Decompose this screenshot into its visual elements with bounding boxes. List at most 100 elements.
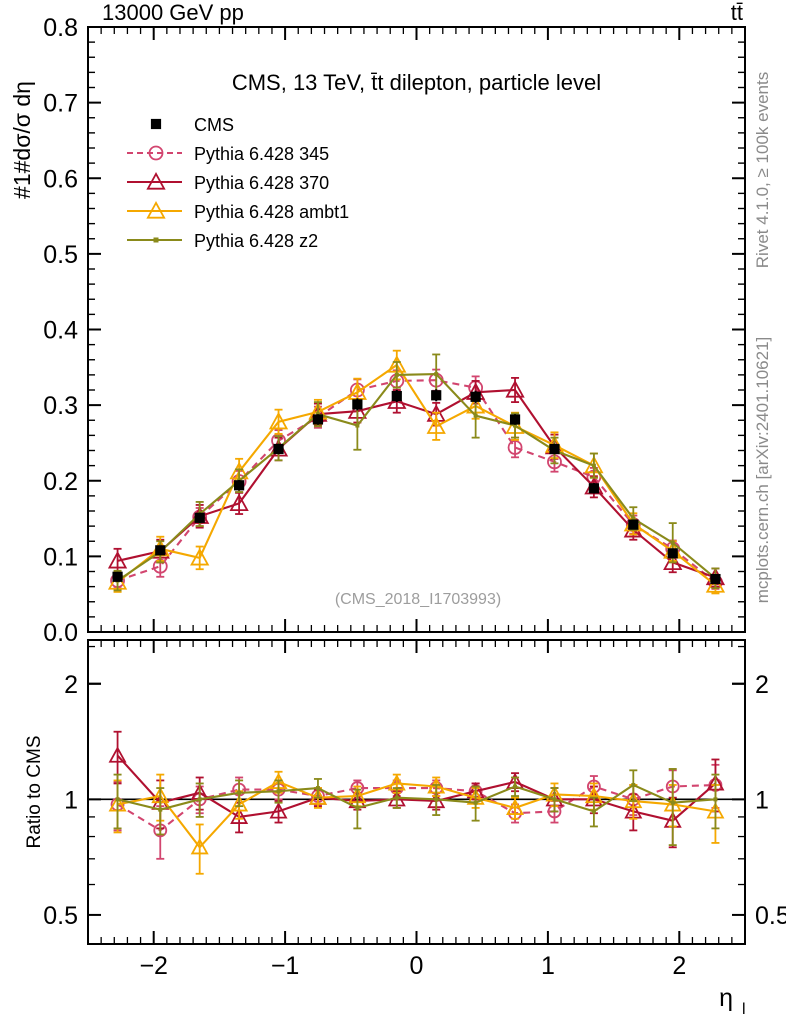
main-y-tick-label: 0.5 (43, 241, 78, 269)
x-tick-label: 0 (410, 952, 424, 980)
data-marker-dot (394, 795, 399, 800)
data-marker-triangle (229, 493, 249, 512)
ratio-y-tick-label-right: 2 (755, 671, 769, 699)
data-marker-circle (507, 440, 523, 455)
x-axis-label-subscript: l (742, 1001, 746, 1018)
legend-label: Pythia 6.428 370 (194, 173, 329, 193)
data-marker-triangle (505, 380, 525, 398)
series-line (116, 754, 717, 822)
ratio-y-tick-label: 1 (64, 786, 78, 814)
ratio-y-axis-label: Ratio to CMS (24, 736, 45, 849)
data-marker-triangle (663, 552, 683, 570)
legend-label: Pythia 6.428 ambt1 (194, 202, 349, 222)
header-process-label: tt̄ (731, 0, 743, 25)
legend-marker-triangle (146, 172, 166, 190)
series-pythia-6-428-ambt1 (107, 349, 726, 595)
main-y-tick-label: 0.0 (43, 619, 78, 647)
data-marker-dot (237, 790, 242, 795)
main-y-tick-label: 0.1 (43, 543, 78, 571)
analysis-watermark: (CMS_2018_I1703993) (335, 591, 501, 608)
x-tick-label: −2 (139, 952, 168, 980)
data-marker-dot (552, 797, 557, 802)
data-marker-square (710, 573, 721, 585)
data-marker-dot (158, 807, 163, 812)
data-marker-dot (394, 372, 399, 377)
x-tick-label: −1 (271, 952, 300, 980)
series-line (117, 379, 717, 583)
data-marker-square (628, 519, 639, 530)
data-marker-square (112, 571, 123, 582)
data-marker-square (194, 512, 205, 523)
x-tick-label: 1 (541, 952, 555, 980)
main-y-tick-label: 0.2 (43, 468, 78, 496)
ratio-y-tick-label-right: 0.5 (755, 902, 786, 930)
series-line (117, 388, 716, 579)
data-marker-square (155, 545, 166, 556)
side-label-mcplots: mcplots.cern.ch [arXiv:2401.10621] (753, 337, 772, 603)
data-marker-square (234, 480, 245, 491)
side-label-rivet: Rivet 4.1.0, ≥ 100k events (753, 72, 772, 268)
series-pythia-6-428-z2 (113, 353, 720, 592)
ratio-y-tick-label-right: 1 (755, 786, 769, 814)
data-marker-triangle (190, 837, 209, 855)
main-y-tick-label: 0.6 (43, 165, 78, 193)
legend-marker-square (150, 118, 162, 130)
header-beam-label: 13000 GeV pp (102, 0, 244, 25)
data-marker-triangle (269, 802, 288, 819)
main-y-axis: 0.0 0.1 0.2 0.3 0.4 0.5 0.6 0.7 0.8 (43, 14, 745, 647)
series-line (117, 373, 717, 582)
data-marker-square (431, 390, 442, 401)
data-marker-triangle (268, 411, 289, 430)
data-marker-square (470, 391, 481, 402)
data-marker-triangle (108, 746, 127, 763)
data-marker-square (509, 414, 521, 425)
data-marker-triangle (230, 795, 249, 812)
main-y-tick-label: 0.4 (43, 317, 78, 345)
legend-marker-circle (148, 145, 164, 161)
data-marker-square (549, 443, 560, 455)
data-marker-triangle (426, 416, 446, 434)
data-marker-dot (197, 797, 202, 802)
data-marker-dot (513, 784, 518, 789)
data-marker-dot (591, 809, 596, 814)
legend-label: Pythia 6.428 z2 (194, 231, 318, 251)
data-marker-dot (355, 805, 360, 810)
data-marker-dot (315, 786, 320, 791)
legend-label: Pythia 6.428 345 (194, 144, 329, 164)
data-marker-triangle (705, 575, 726, 593)
main-y-tick-label: 0.8 (43, 14, 78, 42)
data-marker-square (312, 414, 324, 425)
main-x-axis (87, 27, 746, 632)
data-marker-square (588, 483, 599, 494)
main-y-tick-label: 0.3 (43, 392, 78, 420)
data-marker-dot (434, 372, 439, 377)
ratio-x-axis: −2 −1 0 1 2 (87, 640, 746, 980)
data-marker-square (391, 390, 402, 402)
data-marker-dot (631, 516, 636, 521)
series-line (117, 783, 716, 813)
series-line (116, 363, 717, 586)
series-line (117, 780, 716, 849)
ratio-series-pythia-6-428-370 (108, 730, 725, 849)
data-marker-dot (434, 797, 439, 802)
data-marker-dot (276, 789, 281, 794)
main-y-tick-label: 0.7 (43, 90, 78, 118)
data-marker-triangle (230, 807, 249, 824)
data-marker-triangle (107, 550, 128, 569)
data-marker-square (273, 443, 284, 455)
data-marker-dot (631, 782, 636, 787)
main-y-axis-label: #1#dσ/σ dη (9, 81, 35, 199)
data-marker-dot (713, 797, 718, 802)
series-cms (112, 389, 721, 585)
ratio-y-tick-label: 2 (64, 671, 78, 699)
page-title: CMS, 13 TeV, t̄t dilepton, particle leve… (232, 70, 601, 95)
data-marker-dot (513, 423, 518, 428)
data-marker-triangle (190, 547, 210, 566)
legend-marker-dot (153, 237, 159, 243)
x-axis-label: η (719, 984, 733, 1012)
x-tick-label: 2 (672, 952, 686, 980)
data-marker-dot (115, 797, 120, 802)
series-line (117, 783, 716, 832)
data-marker-square (667, 548, 678, 559)
